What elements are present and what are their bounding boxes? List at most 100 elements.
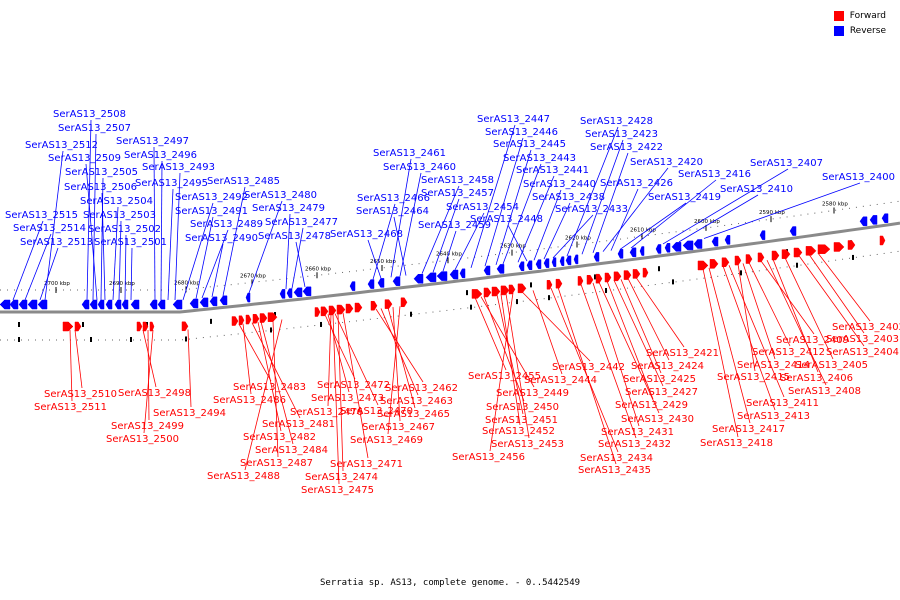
gene-label-forward: SerAS13_2434 (580, 453, 653, 464)
gene-arrow-reverse (759, 230, 766, 240)
gene-arrow-forward (267, 312, 278, 322)
scale-label: 2600 kbp (694, 219, 720, 225)
strand-tick (740, 270, 742, 276)
leader-line-reverse (112, 206, 119, 301)
leader-line-reverse (592, 152, 629, 254)
gene-arrow-reverse (130, 299, 140, 310)
gene-label-forward: SerAS13_2450 (486, 402, 559, 413)
strand-tick (516, 299, 518, 305)
gene-label-forward: SerAS13_2463 (380, 396, 453, 407)
leader-line-forward (244, 319, 283, 471)
gene-arrow-reverse (219, 295, 228, 306)
gene-arrow-forward (238, 315, 245, 326)
gene-label-forward: SerAS13_2500 (106, 434, 179, 445)
gene-label-forward: SerAS13_2475 (301, 485, 374, 496)
strand-tick (852, 254, 854, 260)
gene-label-reverse: SerAS13_2480 (244, 190, 317, 201)
strand-tick (185, 336, 187, 342)
scale-label: 2650 kbp (370, 259, 396, 265)
leader-line-reverse (517, 175, 555, 263)
leader-line-forward (784, 257, 834, 360)
gene-arrow-forward (136, 321, 143, 332)
strand-tick (605, 288, 607, 294)
strand-tick (410, 311, 412, 317)
gene-label-forward: SerAS13_2414 (737, 360, 810, 371)
leader-line-forward (635, 277, 685, 348)
gene-arrow-forward (577, 276, 584, 286)
gene-arrow-reverse (518, 261, 525, 271)
leader-line-forward (257, 321, 282, 432)
gene-label-reverse: SerAS13_2490 (185, 233, 258, 244)
gene-arrow-reverse (551, 257, 557, 267)
gene-label-reverse: SerAS13_2400 (822, 172, 895, 183)
leader-line-reverse (201, 229, 229, 299)
gene-label-reverse: SerAS13_2458 (421, 175, 494, 186)
legend-forward: Forward (834, 8, 886, 23)
leader-line-reverse (678, 194, 759, 243)
gene-arrow-reverse (869, 215, 878, 225)
gene-label-reverse: SerAS13_2505 (65, 167, 138, 178)
gene-arrow-reverse (655, 244, 662, 254)
leader-line-forward (532, 290, 563, 375)
gene-arrow-forward (517, 283, 527, 294)
gene-label-forward: SerAS13_2472 (317, 380, 390, 391)
gene-arrow-forward (491, 286, 501, 297)
gene-arrow-forward (74, 321, 82, 332)
gene-label-forward: SerAS13_2405 (795, 360, 868, 371)
leader-line-forward (187, 329, 192, 408)
leader-line-reverse (390, 158, 412, 278)
gene-arrow-reverse (97, 299, 105, 310)
gene-arrow-reverse (286, 288, 293, 298)
strand-tick (548, 295, 550, 301)
leader-line-reverse (470, 124, 516, 269)
leader-line-reverse (160, 160, 163, 301)
leader-line-forward (766, 259, 827, 386)
gene-label-forward: SerAS13_2421 (646, 348, 719, 359)
gene-arrow-reverse (573, 254, 579, 265)
leader-line-forward (817, 252, 871, 322)
gene-arrow-forward (595, 273, 603, 284)
gene-arrow-forward (471, 289, 483, 299)
leader-line-forward (375, 308, 424, 383)
minor-tick (658, 266, 660, 272)
gene-arrow-reverse (711, 236, 719, 247)
gene-label-forward: SerAS13_2431 (601, 427, 674, 438)
scale-label: 2670 kbp (240, 273, 266, 279)
gene-label-forward: SerAS13_2435 (578, 465, 651, 476)
gene-label-forward: SerAS13_2469 (350, 435, 423, 446)
reverse-swatch (834, 25, 844, 36)
gene-arrow-reverse (189, 298, 199, 309)
leader-line-reverse (167, 188, 174, 301)
gene-arrow-reverse (526, 260, 533, 271)
gene-label-reverse: SerAS13_2416 (678, 169, 751, 180)
gene-label-reverse: SerAS13_2423 (585, 129, 658, 140)
leader-line-reverse (101, 192, 106, 301)
gene-arrow-reverse (436, 271, 448, 281)
leader-line-reverse (118, 220, 122, 301)
leader-line-forward (324, 314, 356, 380)
gene-label-reverse: SerAS13_2446 (485, 127, 558, 138)
gene-arrow-forward (709, 259, 719, 269)
gene-arrow-forward (781, 249, 791, 259)
leader-line-reverse (581, 139, 624, 255)
gene-label-forward: SerAS13_2444 (524, 375, 597, 386)
leader-line-forward (772, 259, 819, 373)
gene-label-forward: SerAS13_2510 (44, 389, 117, 400)
gene-arrow-reverse (105, 299, 113, 310)
gene-arrow-forward (142, 321, 149, 332)
gene-label-reverse: SerAS13_2478 (258, 231, 331, 242)
gene-arrow-reverse (881, 213, 889, 223)
gene-label-reverse: SerAS13_2489 (190, 219, 263, 230)
gene-arrow-reverse (425, 272, 437, 283)
leader-line-forward (387, 306, 401, 435)
leader-line-reverse (24, 233, 52, 301)
scale-label: 2620 kbp (565, 236, 591, 242)
leader-line-forward (147, 329, 150, 421)
gene-arrow-forward (62, 321, 74, 332)
leader-line-reverse (211, 243, 224, 298)
legend: Forward Reverse (834, 8, 886, 38)
leader-line-reverse (533, 189, 562, 261)
leader-line-reverse (421, 185, 460, 274)
gene-label-reverse: SerAS13_2443 (503, 153, 576, 164)
gene-label-forward: SerAS13_2494 (153, 408, 226, 419)
